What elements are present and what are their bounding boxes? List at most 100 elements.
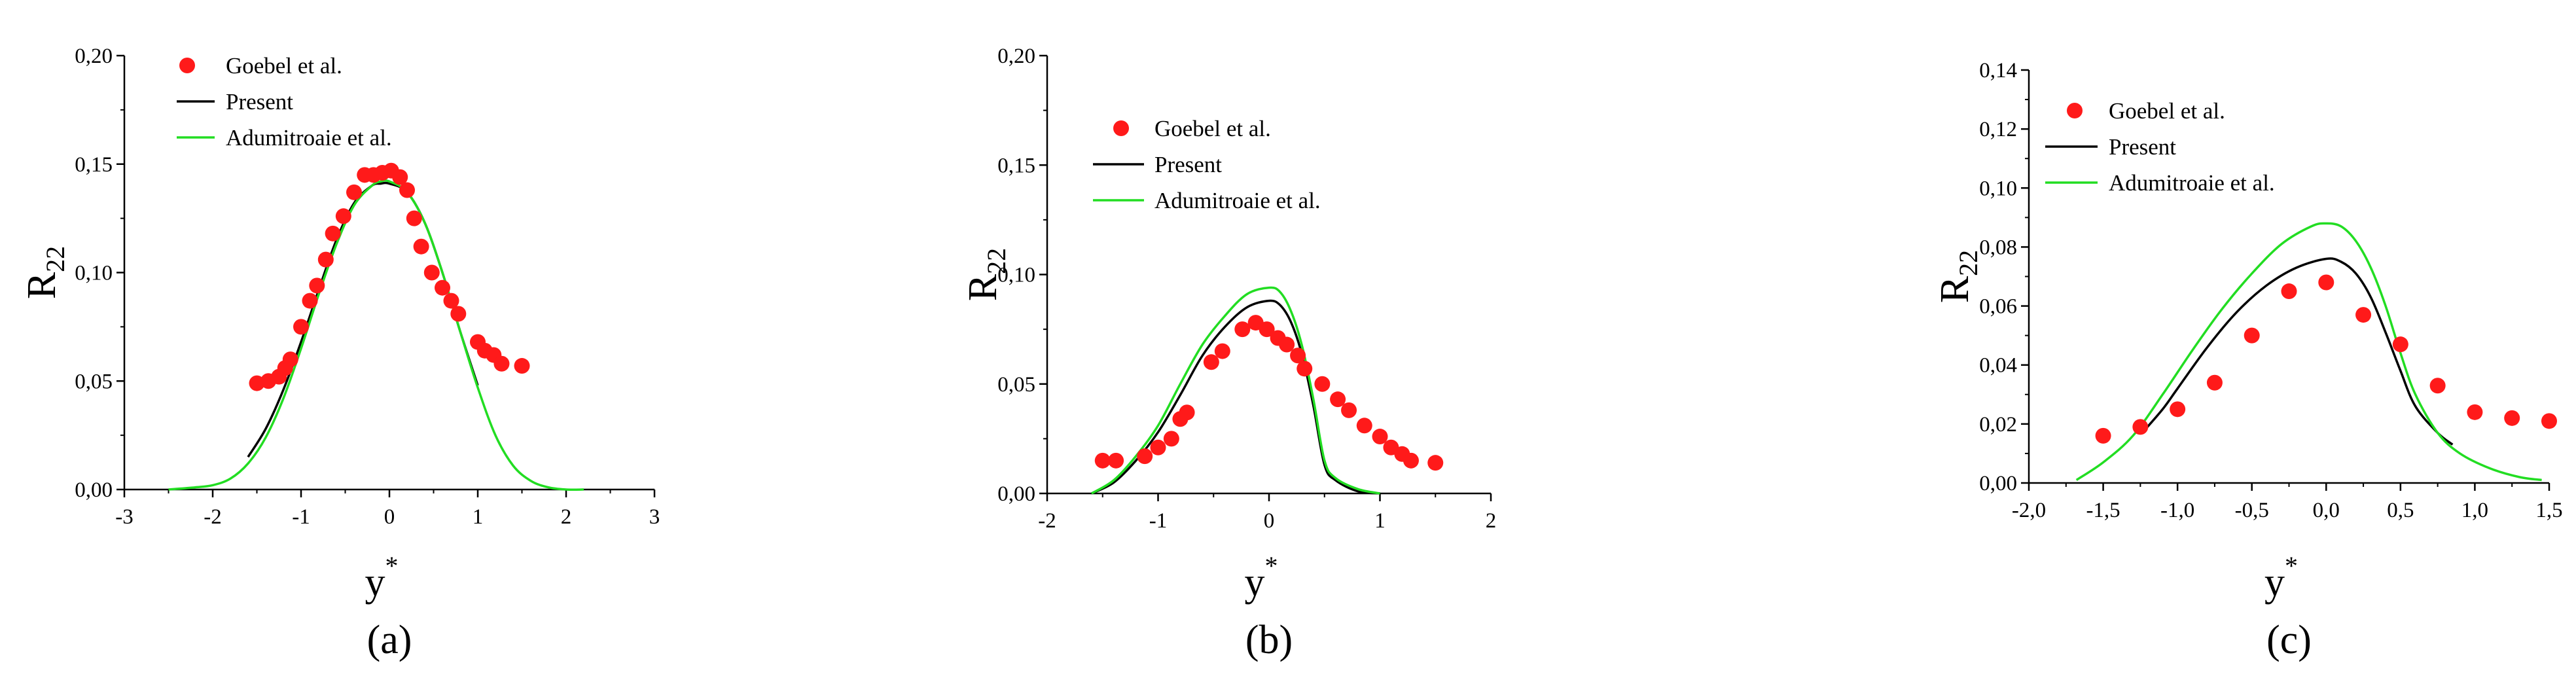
x-tick-label: 1 xyxy=(1374,509,1386,533)
panel-caption: (a) xyxy=(367,618,412,662)
goebel-data-point xyxy=(1179,404,1195,421)
goebel-data-point xyxy=(1094,452,1111,469)
x-tick-label: 1,5 xyxy=(2535,499,2562,522)
goebel-data-point xyxy=(2355,307,2372,323)
legend-label: Goebel et al. xyxy=(226,53,342,79)
goebel-data-point xyxy=(1330,391,1346,408)
goebel-data-point xyxy=(1137,448,1153,465)
goebel-data-point xyxy=(309,277,325,294)
legend: Goebel et al. Present Adumitroaie et al. xyxy=(1093,116,1321,213)
legend-marker-goebel xyxy=(1113,120,1129,136)
goebel-data-point xyxy=(399,182,415,198)
x-tick-label: 1 xyxy=(473,505,484,529)
goebel-data-point xyxy=(1150,439,1166,455)
x-tick-label: 0,5 xyxy=(2387,499,2414,522)
x-tick-label: 2 xyxy=(1486,509,1497,533)
goebel-data-point xyxy=(2318,274,2334,291)
y-tick-label: 0,15 xyxy=(997,154,1035,177)
legend-label: Present xyxy=(2109,134,2176,160)
legend-label: Present xyxy=(1154,152,1222,177)
goebel-data-point xyxy=(1314,376,1331,392)
goebel-data-point xyxy=(1427,455,1444,471)
goebel-data-point xyxy=(317,251,334,268)
x-tick-label: 2 xyxy=(561,505,572,529)
chart-panel-c: -2,0 -1,5 -1,0 -0,5 0,0 0,5 1,0 1,5 0,00 0,02 0,04… xyxy=(1933,59,2563,662)
goebel-data-point xyxy=(443,293,459,309)
x-tick-label: -3 xyxy=(115,505,134,529)
goebel-data-point xyxy=(450,306,467,322)
legend-label: Adumitroaie et al. xyxy=(226,125,392,151)
x-tick-label: -1,5 xyxy=(2086,499,2120,522)
goebel-data-point xyxy=(2504,410,2520,426)
goebel-data-point xyxy=(413,238,429,255)
x-tick-label: -1 xyxy=(292,505,310,529)
series-line-present xyxy=(2143,257,2454,446)
goebel-data-point xyxy=(302,293,318,309)
x-tick-label: -2 xyxy=(204,505,222,529)
legend-label: Adumitroaie et al. xyxy=(1154,188,1321,213)
legend: Goebel et al. Present Adumitroaie et al. xyxy=(177,53,392,151)
chart-panel-b: -2 -1 0 1 2 0,00 0,05 0,10 0,15 0,20 R22 y* (b) Goebe… xyxy=(961,45,1496,662)
y-tick-label: 0,20 xyxy=(75,45,113,68)
x-tick-label: 0 xyxy=(384,505,395,529)
goebel-data-point xyxy=(493,355,510,372)
legend-label: Goebel et al. xyxy=(2109,98,2225,124)
x-tick-label: 0 xyxy=(1264,509,1275,533)
goebel-data-point xyxy=(346,184,362,200)
legend-label: Goebel et al. xyxy=(1154,116,1271,141)
goebel-data-point xyxy=(423,264,440,281)
x-tick-label: 1,0 xyxy=(2461,499,2488,522)
y-axis-label: R22 xyxy=(961,248,1011,301)
goebel-data-point xyxy=(514,358,530,374)
goebel-data-point xyxy=(325,225,341,241)
y-tick-label: 0,00 xyxy=(1979,472,2017,495)
goebel-data-point xyxy=(2170,401,2186,418)
series-line-present xyxy=(247,181,479,458)
y-tick-label: 0,12 xyxy=(1979,118,2017,141)
panel-caption: (b) xyxy=(1245,618,1293,662)
y-tick-label: 0,05 xyxy=(997,373,1035,397)
legend-label: Present xyxy=(226,89,293,115)
panel-caption: (c) xyxy=(2266,618,2312,662)
y-tick-label: 0,08 xyxy=(1979,236,2017,259)
goebel-data-point xyxy=(282,351,298,368)
legend-marker-goebel xyxy=(2067,103,2083,118)
x-tick-label: 0,0 xyxy=(2313,499,2340,522)
y-axis-label: R22 xyxy=(1933,250,1983,303)
goebel-data-point xyxy=(2206,374,2223,391)
y-tick-label: 0,00 xyxy=(997,482,1035,506)
series-line-adumitroaie xyxy=(2075,222,2542,482)
legend-label: Adumitroaie et al. xyxy=(2109,170,2275,196)
series-line-present xyxy=(1091,299,1380,495)
y-tick-label: 0,00 xyxy=(75,478,113,502)
goebel-data-point xyxy=(1108,452,1124,469)
goebel-data-point xyxy=(2429,378,2446,394)
goebel-data-point xyxy=(2281,283,2297,300)
goebel-data-point xyxy=(2467,404,2483,420)
y-tick-label: 0,14 xyxy=(1979,59,2017,82)
y-tick-label: 0,15 xyxy=(75,153,113,177)
x-tick-label: -1,0 xyxy=(2160,499,2194,522)
series-line-adumitroaie xyxy=(1090,286,1380,495)
goebel-data-point xyxy=(293,319,309,335)
x-axis-label: y* xyxy=(1245,551,1278,605)
chart-panel-a: -3 -2 -1 0 1 2 3 0,00 0,05 0,10 0,15 0,20 R22 y* (a) Go… xyxy=(20,45,660,662)
goebel-data-point xyxy=(1372,429,1388,445)
y-tick-label: 0,04 xyxy=(1979,354,2017,378)
goebel-data-point xyxy=(1341,402,1357,418)
x-tick-label: -1 xyxy=(1149,509,1168,533)
x-tick-label: -0,5 xyxy=(2235,499,2269,522)
goebel-data-point xyxy=(1214,343,1230,359)
x-axis-label: y* xyxy=(365,551,399,605)
y-tick-label: 0,06 xyxy=(1979,295,2017,319)
goebel-data-point xyxy=(335,208,351,224)
goebel-data-point xyxy=(1403,452,1419,469)
goebel-data-point xyxy=(406,210,422,226)
y-tick-label: 0,05 xyxy=(75,370,113,393)
goebel-data-point xyxy=(435,279,450,296)
goebel-data-point xyxy=(2541,413,2557,429)
x-tick-label: -2,0 xyxy=(2012,499,2046,522)
legend: Goebel et al. Present Adumitroaie et al. xyxy=(2045,98,2275,196)
y-axis-label: R22 xyxy=(20,246,70,299)
